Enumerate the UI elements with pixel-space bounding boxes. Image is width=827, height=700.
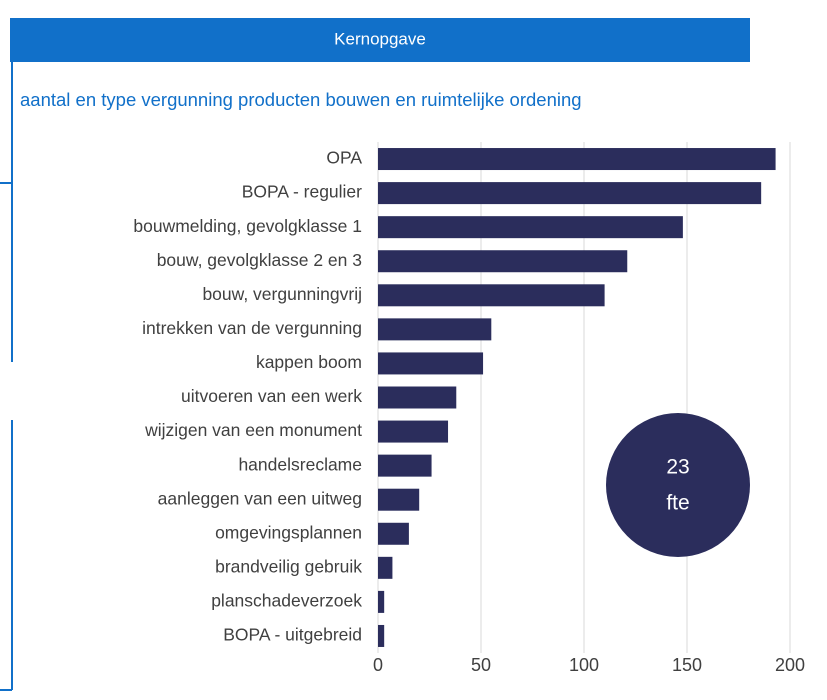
y-tick-label: planschadeverzoek	[211, 591, 362, 611]
x-tick-label: 0	[373, 655, 383, 675]
x-tick-label: 200	[775, 655, 805, 675]
y-tick-label: omgevingsplannen	[215, 522, 362, 542]
badge-text: fte	[666, 492, 689, 515]
x-tick-label: 50	[471, 655, 491, 675]
y-tick-label: wijzigen van een monument	[144, 420, 362, 440]
y-tick-label: BOPA - uitgebreid	[223, 625, 362, 645]
y-tick-label: handelsreclame	[238, 454, 362, 474]
y-tick-label: uitvoeren van een werk	[181, 386, 362, 406]
badge-text: 23	[666, 456, 689, 479]
bar	[378, 590, 385, 613]
bar	[378, 148, 776, 171]
y-tick-label: BOPA - regulier	[242, 182, 362, 202]
bar	[378, 182, 762, 205]
header-title: Kernopgave	[334, 29, 426, 48]
bar	[378, 420, 449, 443]
bar	[378, 284, 605, 307]
y-tick-label: kappen boom	[256, 352, 362, 372]
y-tick-label: intrekken van de vergunning	[142, 318, 362, 338]
y-tick-label: brandveilig gebruik	[215, 556, 362, 576]
bar	[378, 454, 432, 477]
bar	[378, 216, 683, 239]
x-tick-label: 100	[569, 655, 599, 675]
y-tick-label: bouw, vergunningvrij	[202, 284, 362, 304]
bar	[378, 556, 393, 579]
y-tick-label: aanleggen van een uitweg	[158, 488, 362, 508]
bar	[378, 250, 628, 273]
bar	[378, 386, 457, 409]
fte-badge	[606, 413, 750, 557]
bar	[378, 352, 484, 375]
y-tick-label: bouw, gevolgklasse 2 en 3	[157, 250, 362, 270]
chart-title: aantal en type vergunning producten bouw…	[20, 89, 582, 110]
header-bar	[10, 18, 750, 62]
y-tick-label: bouwmelding, gevolgklasse 1	[133, 216, 362, 236]
bar	[378, 624, 385, 647]
bar	[378, 488, 420, 511]
bar	[378, 318, 492, 341]
x-tick-label: 150	[672, 655, 702, 675]
y-tick-label: OPA	[326, 148, 362, 168]
bar	[378, 522, 409, 545]
